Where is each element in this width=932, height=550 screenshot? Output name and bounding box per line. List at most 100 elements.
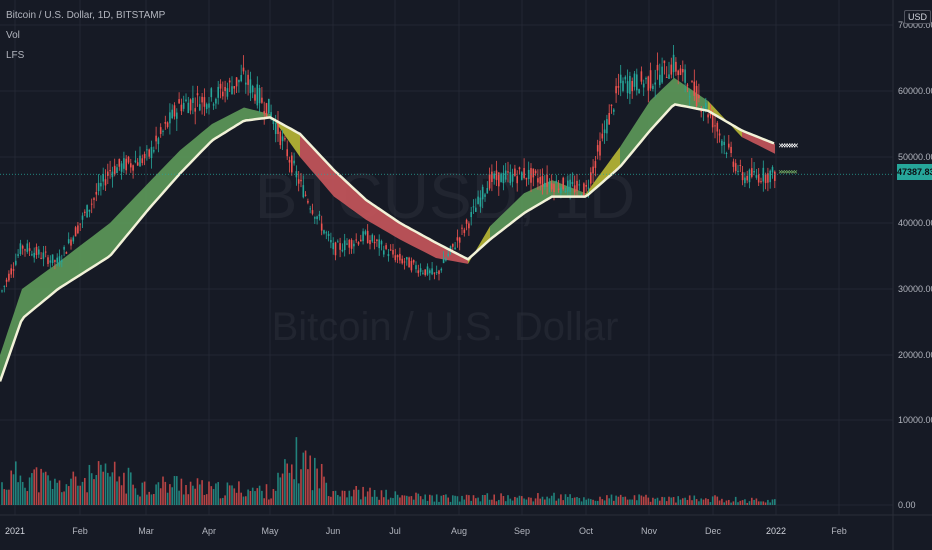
volume-bar <box>364 496 367 505</box>
symbol-title[interactable]: Bitcoin / U.S. Dollar, 1D, BITSTAMP <box>6 10 166 21</box>
volume-bar <box>396 494 399 505</box>
lfs-band-segment <box>180 124 212 174</box>
volume-bar <box>594 500 597 505</box>
volume-bar <box>638 494 640 505</box>
volume-bar <box>212 489 215 505</box>
volume-bar <box>5 489 8 505</box>
volume-bar <box>155 484 157 505</box>
candle-body <box>371 234 374 242</box>
volume-bar <box>723 502 725 505</box>
lfs-band-segment <box>110 183 148 256</box>
candle-body <box>258 87 261 104</box>
volume-bar <box>406 495 408 505</box>
volume-bar <box>226 482 229 505</box>
volume-bar <box>399 497 401 505</box>
volume-bar <box>261 490 263 505</box>
volume-bar <box>58 480 61 505</box>
candle-body <box>753 171 755 173</box>
volume-bar <box>130 472 132 505</box>
volume-bar <box>235 492 238 505</box>
volume-bar <box>541 496 544 505</box>
candle-body <box>320 223 323 231</box>
volume-bar <box>617 496 620 505</box>
volume-bar <box>502 496 505 505</box>
candle-body <box>224 86 226 91</box>
lfs-indicator-label[interactable]: LFS <box>6 50 25 61</box>
volume-bar <box>125 493 127 505</box>
volume-indicator-label[interactable]: Vol <box>6 30 20 41</box>
volume-bar <box>663 497 666 505</box>
candle-body <box>235 77 238 87</box>
lfs-band-segment <box>586 147 620 197</box>
volume-bar <box>373 490 376 505</box>
candle-body <box>134 160 137 163</box>
volume-bar <box>760 501 762 505</box>
candle-body <box>472 206 475 208</box>
time-axis-label: Dec <box>705 526 722 536</box>
volume-bar <box>661 496 663 505</box>
candle-body <box>28 248 31 251</box>
lfs-tail-marker: ✕ <box>788 142 794 150</box>
candle-body <box>5 279 8 282</box>
volume-bar <box>624 496 627 505</box>
volume-bar <box>509 498 512 505</box>
volume-bar <box>31 473 33 505</box>
volume-bar <box>449 501 452 505</box>
volume-bar <box>728 499 730 505</box>
candle-body <box>682 69 684 73</box>
volume-bar <box>380 490 383 505</box>
volume-bar <box>546 496 548 505</box>
volume-bar <box>263 498 265 505</box>
lfs-tail-marker: ✕ <box>793 169 798 176</box>
candle-body <box>468 223 470 229</box>
volume-bar <box>26 491 29 505</box>
candle-body <box>686 84 689 87</box>
candle-body <box>764 174 767 184</box>
candle-body <box>362 231 364 242</box>
volume-bar <box>56 482 58 505</box>
candle-body <box>555 180 558 183</box>
candle-body <box>422 272 424 274</box>
candle-body <box>412 260 415 263</box>
candle-body <box>394 255 397 261</box>
volume-bar <box>654 498 656 505</box>
candle-body <box>445 258 447 261</box>
volume-bar <box>734 496 737 505</box>
lfs-band-segment <box>742 130 775 154</box>
candle-body <box>500 173 502 183</box>
candle-body <box>357 242 360 245</box>
volume-bar <box>507 495 509 505</box>
candle-body <box>684 69 686 83</box>
volume-bar <box>429 494 431 505</box>
candle-body <box>231 86 233 94</box>
candle-body <box>95 191 98 195</box>
volume-bar <box>534 498 537 505</box>
volume-bar <box>70 478 72 505</box>
volume-bar <box>746 502 748 505</box>
candle-body <box>751 168 753 177</box>
candle-body <box>118 158 121 167</box>
volume-bar <box>8 489 10 505</box>
candle-body <box>688 96 691 98</box>
volume-bar <box>332 491 334 505</box>
candle-body <box>245 82 247 85</box>
currency-button[interactable]: USD <box>904 10 932 24</box>
candle-body <box>672 54 675 73</box>
volume-bar <box>311 490 314 505</box>
candle-body <box>774 171 776 181</box>
candle-body <box>396 255 399 258</box>
volume-bar <box>180 478 183 505</box>
candle-body <box>626 81 629 94</box>
lfs-band-segment <box>400 223 436 258</box>
candle-body <box>56 257 58 263</box>
time-axis-label: Jun <box>326 526 341 536</box>
candle-body <box>721 140 723 146</box>
candle-body <box>139 155 141 167</box>
volume-bar <box>355 485 357 505</box>
volume-bar <box>79 485 81 505</box>
price-axis-label: 50000.00 <box>898 152 932 162</box>
candle-body <box>346 243 348 245</box>
volume-bar <box>553 492 555 505</box>
candle-body <box>90 203 93 205</box>
